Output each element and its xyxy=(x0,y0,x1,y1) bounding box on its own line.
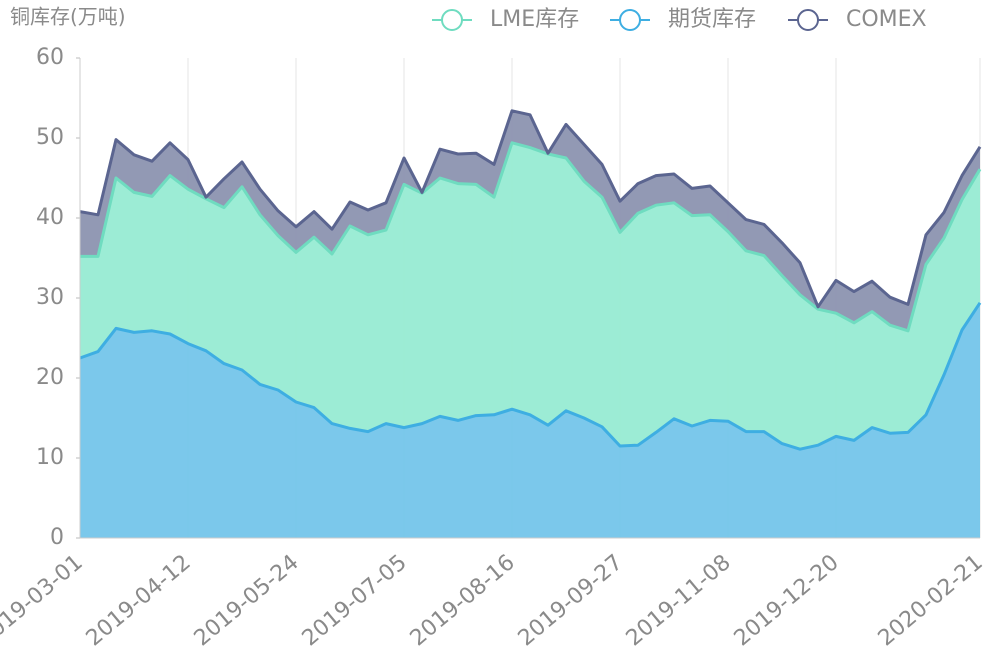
legend-item: 期货库存 xyxy=(610,7,756,32)
y-tick-label: 10 xyxy=(36,445,64,470)
legend-item: LME库存 xyxy=(432,7,579,32)
x-tick-label: 2019-05-24 xyxy=(190,550,304,651)
x-tick-label: 2019-03-01 xyxy=(0,550,88,651)
x-tick-label: 2019-08-16 xyxy=(406,550,520,651)
x-tick-label: 2019-07-05 xyxy=(298,550,412,651)
y-tick-label: 60 xyxy=(36,45,64,70)
x-tick-label: 2019-11-08 xyxy=(622,550,736,651)
y-tick-label: 0 xyxy=(50,525,64,550)
x-tick-label: 2019-04-12 xyxy=(82,550,196,651)
y-tick-label: 50 xyxy=(36,125,64,150)
y-tick-label: 20 xyxy=(36,365,64,390)
legend-marker xyxy=(797,9,819,31)
legend-label: COMEX xyxy=(846,7,927,32)
line xyxy=(79,301,982,451)
y-axis-label: 铜库存(万吨) xyxy=(10,5,126,29)
legend-label: 期货库存 xyxy=(668,7,756,32)
x-tick-label: 2019-12-20 xyxy=(730,550,844,651)
area xyxy=(80,302,980,538)
line xyxy=(79,109,982,309)
y-tick-label: 30 xyxy=(36,285,64,310)
legend-marker xyxy=(619,9,641,31)
area xyxy=(80,110,980,331)
x-tick-label: 2019-09-27 xyxy=(514,550,628,651)
legend-marker xyxy=(441,9,463,31)
x-tick-label: 2020-02-21 xyxy=(874,550,988,651)
line xyxy=(80,141,982,333)
area xyxy=(80,142,980,450)
legend-item: COMEX xyxy=(788,7,927,32)
legend-label: LME库存 xyxy=(490,7,579,32)
y-tick-label: 40 xyxy=(36,205,64,230)
